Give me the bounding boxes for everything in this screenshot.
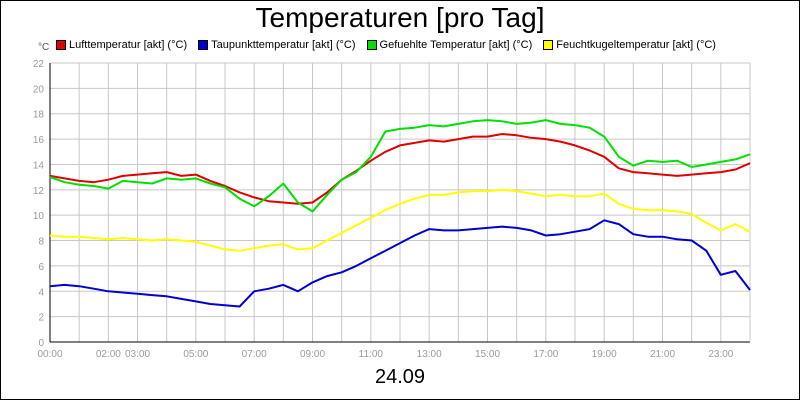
legend-swatch: [366, 40, 377, 50]
x-tick-label: 02:00: [96, 349, 121, 360]
series-line-0: [49, 133, 751, 205]
legend-label: Lufttemperatur [akt] (°C): [69, 39, 188, 51]
y-tick-label: 16: [33, 135, 45, 146]
legend-label: Gefuehlte Temperatur [akt] (°C): [379, 39, 533, 51]
x-tick-label: 15:00: [475, 349, 500, 360]
y-tick-label: 20: [33, 84, 45, 95]
y-tick-label: 22: [33, 59, 45, 70]
legend-label: Taupunkttemperatur [akt] (°C): [211, 39, 356, 51]
y-axis-unit: °C: [38, 42, 50, 53]
x-tick-label: 13:00: [417, 349, 442, 360]
y-tick-label: 12: [33, 186, 45, 197]
x-tick-label: 05:00: [183, 349, 208, 360]
legend-swatch: [543, 40, 554, 50]
x-tick-label: 21:00: [650, 349, 675, 360]
y-tick-label: 10: [33, 211, 45, 222]
y-tick-label: 18: [33, 110, 45, 121]
series-line-2: [49, 119, 751, 213]
series-line-3: [49, 188, 751, 252]
legend-item-gefuehlt: Gefuehlte Temperatur [akt] (°C): [366, 38, 533, 52]
x-tick-label: 07:00: [242, 349, 267, 360]
chart-title: Temperaturen [pro Tag]: [255, 2, 545, 33]
series-line-1: [49, 219, 751, 308]
x-tick-label: 17:00: [533, 349, 558, 360]
legend-label: Feuchtkugeltemperatur [akt] (°C): [556, 39, 716, 51]
y-tick-label: 0: [38, 338, 44, 349]
y-tick-label: 4: [38, 287, 44, 298]
x-tick-label: 19:00: [592, 349, 617, 360]
legend-item-feuchtkugel: Feuchtkugeltemperatur [akt] (°C): [543, 38, 716, 52]
x-tick-label: 03:00: [125, 349, 150, 360]
x-axis-date-label: 24.09: [374, 366, 426, 388]
legend-item-luft: Lufttemperatur [akt] (°C): [56, 38, 187, 52]
legend-swatch: [198, 40, 209, 50]
legend-swatch: [56, 40, 66, 50]
y-tick-label: 2: [38, 313, 44, 324]
legend: Lufttemperatur [akt] (°C) Taupunkttemper…: [56, 38, 727, 52]
legend-item-taupunkt: Taupunkttemperatur [akt] (°C): [198, 38, 356, 52]
y-tick-label: 8: [38, 237, 44, 248]
y-tick-label: 6: [38, 262, 44, 273]
x-tick-label: 00:00: [37, 349, 62, 360]
x-tick-label: 09:00: [300, 349, 325, 360]
x-tick-label: 23:00: [708, 349, 733, 360]
y-tick-label: 14: [33, 160, 45, 171]
x-tick-label: 11:00: [359, 349, 384, 360]
